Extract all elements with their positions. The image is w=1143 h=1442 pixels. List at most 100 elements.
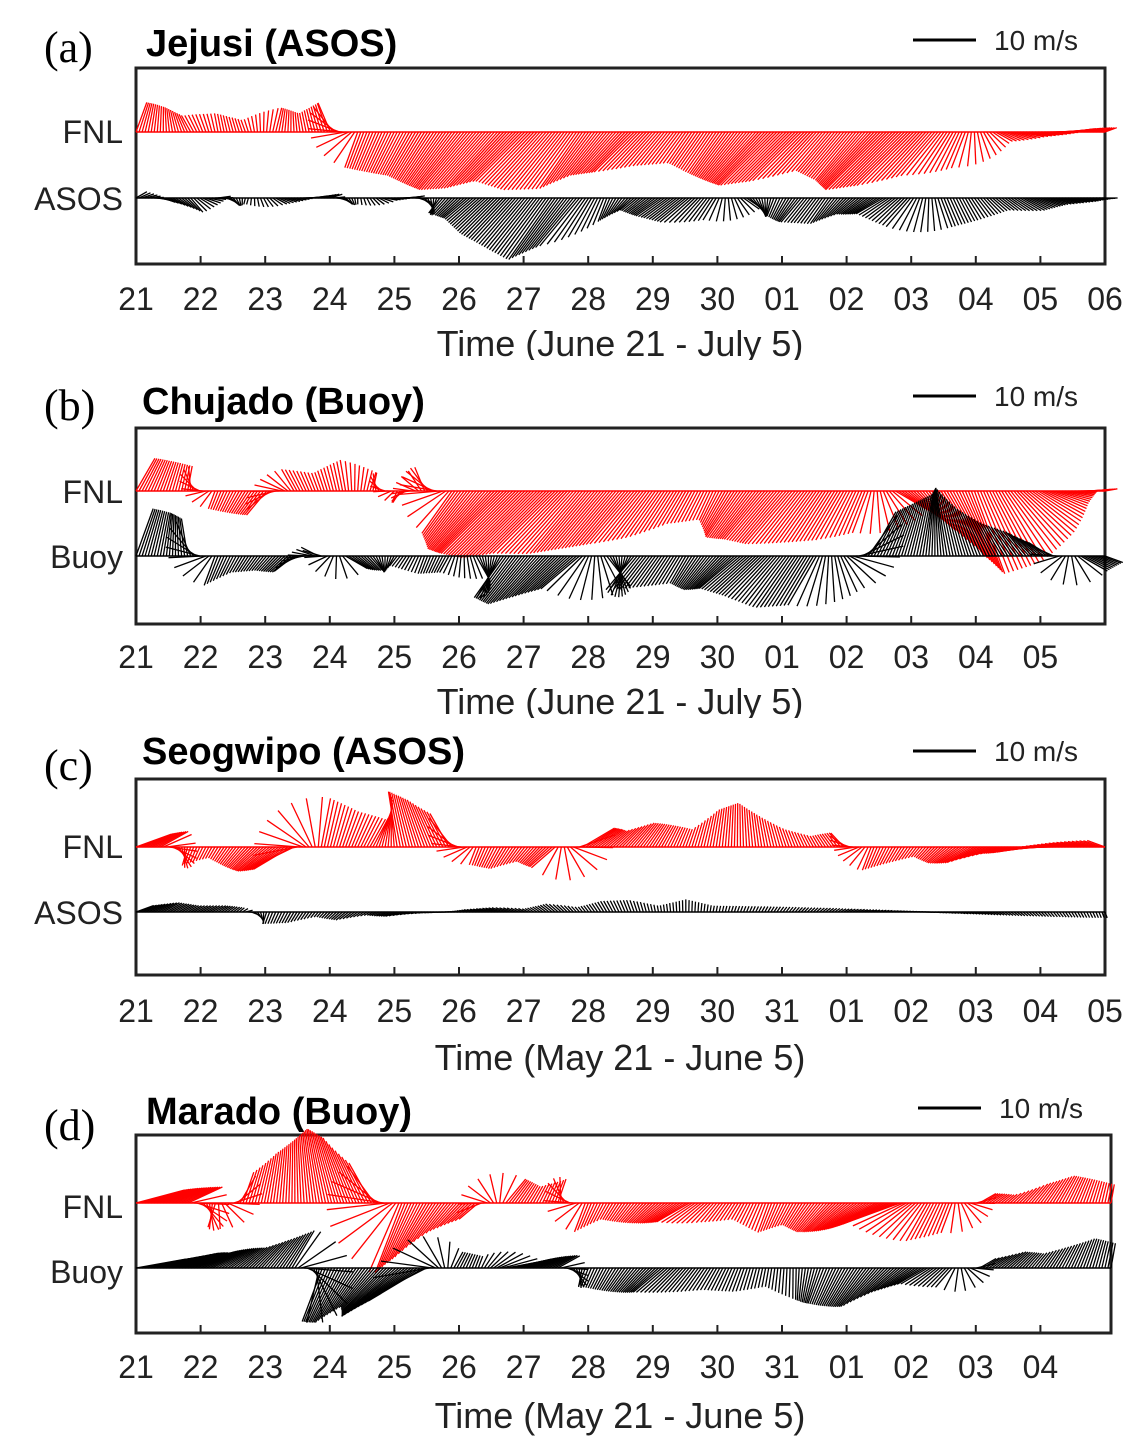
wind-stick [466, 908, 480, 913]
wind-stick [196, 905, 209, 913]
wind-stick [996, 528, 1018, 557]
wind-stick [542, 903, 553, 913]
wind-stick [830, 555, 836, 603]
wind-stick [246, 490, 276, 499]
wind-stick [368, 131, 389, 173]
wind-stick [853, 131, 909, 187]
wind-stick [333, 131, 356, 164]
wind-stick [385, 555, 392, 570]
wind-stick [973, 518, 994, 557]
wind-stick [681, 490, 699, 523]
wind-stick [580, 131, 620, 175]
wind-stick [221, 490, 234, 513]
wind-stick [147, 103, 155, 133]
wind-stick [166, 902, 183, 913]
wind-stick [959, 510, 979, 557]
wind-stick [472, 131, 523, 182]
wind-stick [229, 846, 252, 870]
wind-stick [493, 1251, 516, 1269]
wind-stick [907, 846, 918, 859]
wind-stick [808, 131, 848, 178]
wind-stick [647, 1202, 678, 1224]
wind-stick [624, 1267, 650, 1293]
panel-label: (a) [44, 23, 93, 72]
wind-stick [303, 1267, 327, 1322]
wind-stick [1010, 533, 1033, 557]
wind-stick [187, 114, 198, 133]
wind-stick [730, 804, 734, 848]
wind-stick [379, 131, 404, 175]
wind-stick [630, 823, 652, 848]
wind-stick [144, 103, 153, 133]
wind-stick [206, 1249, 243, 1269]
wind-stick [171, 110, 180, 133]
wind-stick [859, 490, 872, 534]
wind-stick [519, 131, 565, 190]
wind-stick [752, 131, 802, 182]
wind-stick [518, 197, 562, 256]
wind-stick [308, 1267, 336, 1323]
wind-stick [1015, 1190, 1030, 1204]
wind-stick [1092, 555, 1116, 567]
wind-stick [935, 487, 948, 557]
wind-stick [192, 555, 213, 583]
wind-stick [388, 911, 401, 917]
wind-stick [138, 458, 158, 492]
wind-stick [989, 490, 1028, 568]
wind-stick [566, 846, 586, 878]
wind-stick [363, 197, 367, 206]
wind-stick [510, 907, 519, 913]
wind-stick [163, 833, 192, 848]
wind-stick [624, 1202, 644, 1224]
wind-stick [287, 911, 295, 924]
wind-stick [636, 901, 641, 913]
wind-stick [1104, 911, 1108, 919]
wind-stick [695, 490, 711, 521]
wind-stick [794, 906, 800, 913]
wind-stick [620, 490, 656, 540]
wind-stick [703, 131, 744, 181]
wind-stick [432, 1202, 458, 1230]
x-tick-label: 24 [312, 281, 348, 317]
wind-stick [459, 1252, 469, 1269]
wind-stick [709, 905, 712, 913]
wind-stick [256, 555, 271, 572]
wind-stick [284, 109, 288, 133]
wind-stick [423, 490, 459, 538]
wind-stick [803, 1267, 813, 1303]
wind-stick [1086, 839, 1106, 848]
wind-stick [783, 555, 814, 606]
wind-stick [583, 1202, 596, 1228]
wind-stick [354, 197, 357, 205]
wind-stick [468, 846, 477, 866]
wind-stick [186, 846, 195, 864]
wind-stick [243, 197, 247, 205]
wind-stick [150, 903, 169, 913]
wind-stick [505, 846, 520, 865]
wind-stick [300, 1254, 347, 1269]
wind-stick [599, 1202, 611, 1220]
wind-stick [985, 1193, 1001, 1204]
wind-stick [212, 490, 222, 511]
wind-stick [446, 131, 498, 189]
wind-stick [1098, 127, 1113, 133]
wind-stick [715, 490, 754, 539]
wind-stick [946, 846, 975, 864]
x-tick-label: 27 [506, 993, 542, 1029]
wind-stick [627, 824, 649, 848]
wind-stick [215, 490, 225, 511]
wind-stick [500, 490, 562, 555]
wind-stick [269, 1151, 280, 1204]
wind-stick [1028, 911, 1035, 917]
wind-stick [853, 197, 881, 215]
wind-stick [492, 555, 535, 604]
wind-stick [822, 907, 828, 913]
wind-stick [701, 490, 723, 528]
scale-label: 10 m/s [994, 25, 1078, 56]
wind-stick [511, 1180, 530, 1204]
wind-stick [377, 131, 401, 175]
wind-stick [198, 113, 207, 133]
wind-stick [1004, 131, 1025, 141]
wind-stick [251, 1165, 264, 1204]
wind-stick [303, 110, 310, 133]
